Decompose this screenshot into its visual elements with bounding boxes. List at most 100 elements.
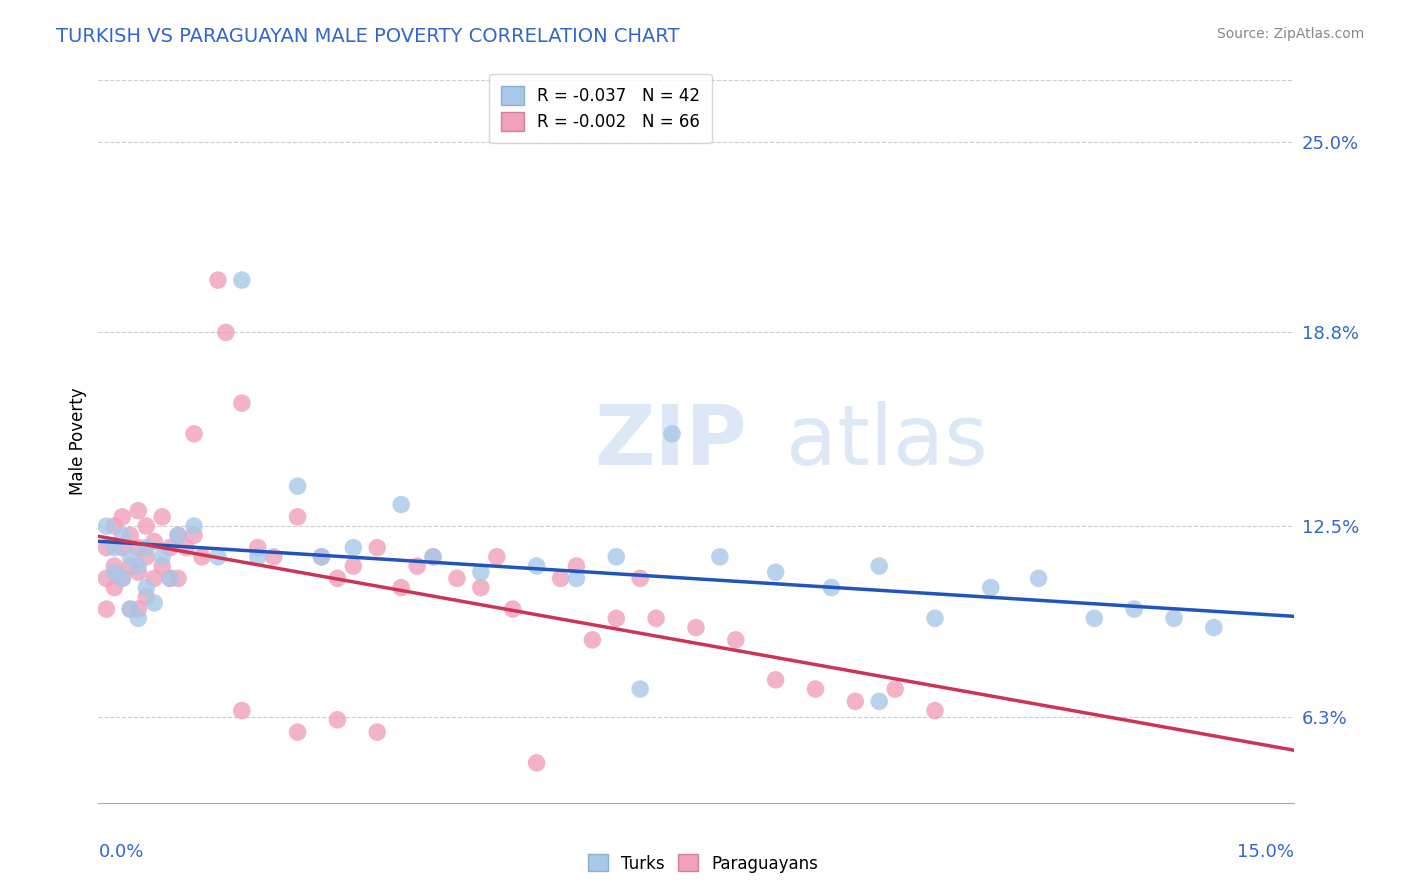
Point [246, 549, 269, 564]
Point [127, 565, 149, 579]
Point [174, 541, 197, 555]
Point [96, 602, 118, 616]
Point [167, 571, 190, 585]
Point [526, 559, 548, 574]
Point [111, 571, 134, 585]
Point [127, 541, 149, 555]
Point [120, 549, 142, 564]
Point [685, 621, 707, 635]
Point [605, 549, 627, 564]
Point [183, 528, 205, 542]
Point [765, 565, 787, 579]
Point [1202, 621, 1225, 635]
Point [406, 559, 429, 574]
Point [804, 681, 827, 696]
Point [231, 273, 253, 287]
Point [159, 541, 181, 555]
Point [96, 519, 118, 533]
Point [103, 559, 125, 574]
Text: 15.0%: 15.0% [1236, 843, 1294, 861]
Text: TURKISH VS PARAGUAYAN MALE POVERTY CORRELATION CHART: TURKISH VS PARAGUAYAN MALE POVERTY CORRE… [56, 27, 679, 45]
Point [159, 571, 181, 585]
Point [111, 541, 134, 555]
Point [120, 602, 142, 616]
Point [550, 571, 572, 585]
Point [287, 479, 309, 493]
Text: atlas: atlas [786, 401, 987, 482]
Point [111, 509, 134, 524]
Point [215, 326, 238, 340]
Point [645, 611, 668, 625]
Point [628, 571, 651, 585]
Point [103, 581, 125, 595]
Point [231, 704, 253, 718]
Point [366, 725, 388, 739]
Point [565, 571, 588, 585]
Point [120, 559, 142, 574]
Point [1123, 602, 1146, 616]
Point [422, 549, 444, 564]
Point [924, 704, 946, 718]
Point [135, 541, 157, 555]
Point [470, 581, 492, 595]
Point [311, 549, 333, 564]
Point [980, 581, 1002, 595]
Point [366, 541, 388, 555]
Point [111, 571, 134, 585]
Point [96, 571, 118, 585]
Text: ZIP: ZIP [595, 401, 747, 482]
Point [326, 571, 349, 585]
Point [868, 694, 890, 708]
Point [127, 611, 149, 625]
Text: Source: ZipAtlas.com: Source: ZipAtlas.com [1216, 27, 1364, 41]
Point [120, 528, 142, 542]
Point [924, 611, 946, 625]
Point [287, 725, 309, 739]
Point [159, 571, 181, 585]
Point [135, 590, 157, 604]
Point [103, 565, 125, 579]
Point [311, 549, 333, 564]
Point [103, 541, 125, 555]
Point [581, 632, 603, 647]
Point [389, 581, 412, 595]
Point [446, 571, 468, 585]
Text: 0.0%: 0.0% [98, 843, 143, 861]
Point [135, 581, 157, 595]
Point [150, 509, 173, 524]
Point [765, 673, 787, 687]
Point [342, 541, 364, 555]
Point [502, 602, 524, 616]
Point [167, 528, 190, 542]
Point [342, 559, 364, 574]
Y-axis label: Male Poverty: Male Poverty [69, 388, 87, 495]
Point [183, 426, 205, 441]
Point [868, 559, 890, 574]
Point [150, 559, 173, 574]
Point [103, 519, 125, 533]
Point [96, 541, 118, 555]
Legend: R = -0.037   N = 42, R = -0.002   N = 66: R = -0.037 N = 42, R = -0.002 N = 66 [489, 74, 711, 143]
Point [628, 681, 651, 696]
Point [1163, 611, 1185, 625]
Point [183, 519, 205, 533]
Point [661, 426, 683, 441]
Point [884, 681, 907, 696]
Point [231, 396, 253, 410]
Point [143, 596, 166, 610]
Point [150, 549, 173, 564]
Point [724, 632, 747, 647]
Point [287, 509, 309, 524]
Point [207, 273, 229, 287]
Point [326, 713, 349, 727]
Point [1028, 571, 1050, 585]
Point [207, 549, 229, 564]
Point [1083, 611, 1105, 625]
Point [485, 549, 508, 564]
Legend: Turks, Paraguayans: Turks, Paraguayans [581, 847, 825, 880]
Point [820, 581, 842, 595]
Point [111, 528, 134, 542]
Point [709, 549, 731, 564]
Point [263, 549, 285, 564]
Point [470, 565, 492, 579]
